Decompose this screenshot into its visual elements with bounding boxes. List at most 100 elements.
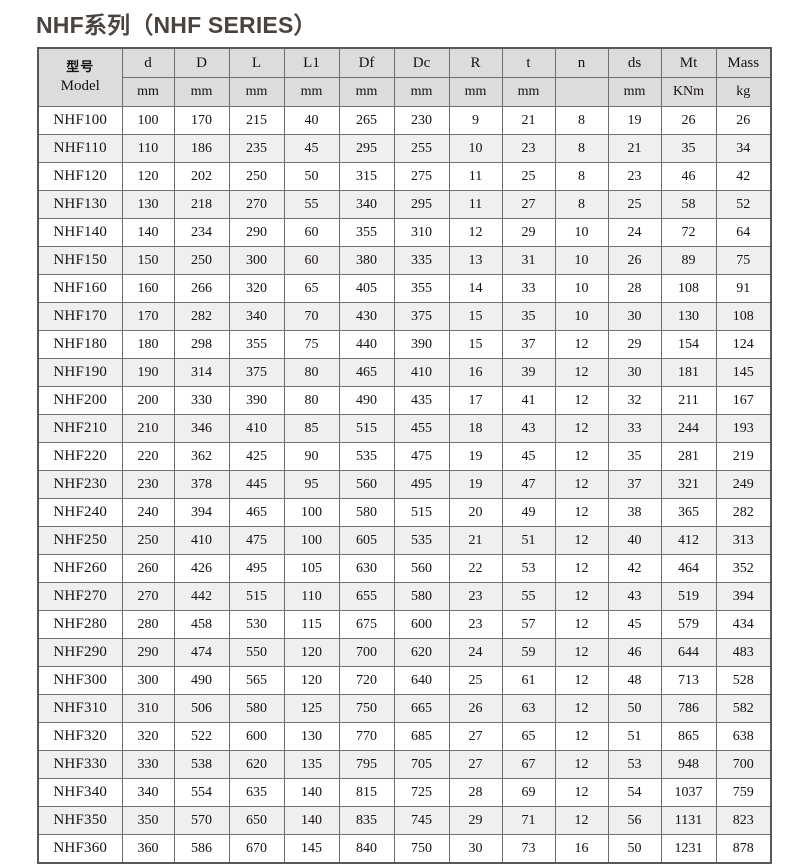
cell-model: NHF130 bbox=[37, 190, 123, 219]
cell-d: 340 bbox=[121, 778, 175, 807]
cell-l1: 130 bbox=[283, 722, 340, 751]
column-unit-l: mm bbox=[228, 77, 285, 107]
cell-d: 130 bbox=[121, 190, 175, 219]
cell-n: 12 bbox=[554, 694, 609, 723]
cell-dc: 620 bbox=[393, 638, 450, 667]
cell-ds: 43 bbox=[607, 582, 662, 611]
cell-ds: 56 bbox=[607, 806, 662, 835]
cell-model: NHF200 bbox=[37, 386, 123, 415]
cell-t: 23 bbox=[501, 134, 556, 163]
cell-mt: 108 bbox=[660, 274, 717, 303]
cell-l1: 100 bbox=[283, 526, 340, 555]
cell-t: 35 bbox=[501, 302, 556, 331]
cell-model: NHF170 bbox=[37, 302, 123, 331]
cell-l1: 100 bbox=[283, 498, 340, 527]
column-header-mass: Mass bbox=[715, 47, 772, 78]
table-row: NHF210 210 346 410 85 515 455 18 43 12 33 244 193 bbox=[37, 414, 772, 443]
cell-dc: 310 bbox=[393, 218, 450, 247]
cell-l1: 45 bbox=[283, 134, 340, 163]
column-unit-d: mm bbox=[173, 77, 230, 107]
cell-dc: 230 bbox=[393, 106, 450, 135]
cell-d: 310 bbox=[121, 694, 175, 723]
cell-t: 33 bbox=[501, 274, 556, 303]
cell-dc: 495 bbox=[393, 470, 450, 499]
column-header-d: D bbox=[173, 47, 230, 78]
cell-n: 12 bbox=[554, 750, 609, 779]
cell-n: 12 bbox=[554, 526, 609, 555]
cell-ds: 24 bbox=[607, 218, 662, 247]
cell-d: 160 bbox=[121, 274, 175, 303]
cell-ds: 40 bbox=[607, 526, 662, 555]
cell-l: 650 bbox=[228, 806, 285, 835]
cell-mt: 786 bbox=[660, 694, 717, 723]
cell-ds: 30 bbox=[607, 358, 662, 387]
cell-model: NHF210 bbox=[37, 414, 123, 443]
cell-r: 10 bbox=[448, 134, 503, 163]
cell-t: 67 bbox=[501, 750, 556, 779]
cell-n: 12 bbox=[554, 582, 609, 611]
cell-mass: 483 bbox=[715, 638, 772, 667]
cell-df: 720 bbox=[338, 666, 395, 695]
column-header-ds: ds bbox=[607, 47, 662, 78]
cell-l1: 80 bbox=[283, 386, 340, 415]
cell-l: 300 bbox=[228, 246, 285, 275]
table-row: NHF180 180 298 355 75 440 390 15 37 12 29 154 124 bbox=[37, 330, 772, 359]
cell-r: 11 bbox=[448, 162, 503, 191]
cell-d: 100 bbox=[121, 106, 175, 135]
cell-t: 21 bbox=[501, 106, 556, 135]
cell-l1: 95 bbox=[283, 470, 340, 499]
cell-l1: 55 bbox=[283, 190, 340, 219]
column-header-d: d bbox=[121, 47, 175, 78]
cell-ds: 54 bbox=[607, 778, 662, 807]
cell-r: 29 bbox=[448, 806, 503, 835]
cell-mt: 72 bbox=[660, 218, 717, 247]
cell-l1: 85 bbox=[283, 414, 340, 443]
cell-l: 390 bbox=[228, 386, 285, 415]
table-row: NHF140 140 234 290 60 355 310 12 29 10 24 72 64 bbox=[37, 218, 772, 247]
cell-r: 17 bbox=[448, 386, 503, 415]
cell-df: 440 bbox=[338, 330, 395, 359]
cell-n: 12 bbox=[554, 610, 609, 639]
table-row: NHF200 200 330 390 80 490 435 17 41 12 32 211 167 bbox=[37, 386, 772, 415]
cell-mt: 713 bbox=[660, 666, 717, 695]
cell-r: 28 bbox=[448, 778, 503, 807]
cell-l: 600 bbox=[228, 722, 285, 751]
cell-dc: 435 bbox=[393, 386, 450, 415]
cell-dc: 745 bbox=[393, 806, 450, 835]
cell-dc: 535 bbox=[393, 526, 450, 555]
column-header-mt: Mt bbox=[660, 47, 717, 78]
cell-model: NHF240 bbox=[37, 498, 123, 527]
cell-l: 290 bbox=[228, 218, 285, 247]
table-row: NHF150 150 250 300 60 380 335 13 31 10 26 89 75 bbox=[37, 246, 772, 275]
cell-t: 45 bbox=[501, 442, 556, 471]
cell-l1: 110 bbox=[283, 582, 340, 611]
column-header-dc: Dc bbox=[393, 47, 450, 78]
cell-ds: 26 bbox=[607, 246, 662, 275]
cell-t: 69 bbox=[501, 778, 556, 807]
cell-l: 475 bbox=[228, 526, 285, 555]
cell-ds: 48 bbox=[607, 666, 662, 695]
column-header-l1: L1 bbox=[283, 47, 340, 78]
cell-n: 12 bbox=[554, 414, 609, 443]
cell-df: 355 bbox=[338, 218, 395, 247]
cell-mass: 64 bbox=[715, 218, 772, 247]
cell-r: 19 bbox=[448, 470, 503, 499]
cell-r: 16 bbox=[448, 358, 503, 387]
cell-l: 620 bbox=[228, 750, 285, 779]
cell-t: 27 bbox=[501, 190, 556, 219]
cell-r: 12 bbox=[448, 218, 503, 247]
cell-mass: 145 bbox=[715, 358, 772, 387]
cell-l1: 65 bbox=[283, 274, 340, 303]
cell-n: 10 bbox=[554, 274, 609, 303]
cell-d: 282 bbox=[173, 302, 230, 331]
cell-model: NHF270 bbox=[37, 582, 123, 611]
table-body: NHF100 100 170 215 40 265 230 9 21 8 19 26 26 NHF110 1… bbox=[37, 106, 772, 864]
cell-ds: 45 bbox=[607, 610, 662, 639]
cell-mt: 211 bbox=[660, 386, 717, 415]
cell-d: 458 bbox=[173, 610, 230, 639]
cell-d: 554 bbox=[173, 778, 230, 807]
cell-d: 442 bbox=[173, 582, 230, 611]
cell-t: 59 bbox=[501, 638, 556, 667]
cell-df: 340 bbox=[338, 190, 395, 219]
cell-dc: 295 bbox=[393, 190, 450, 219]
